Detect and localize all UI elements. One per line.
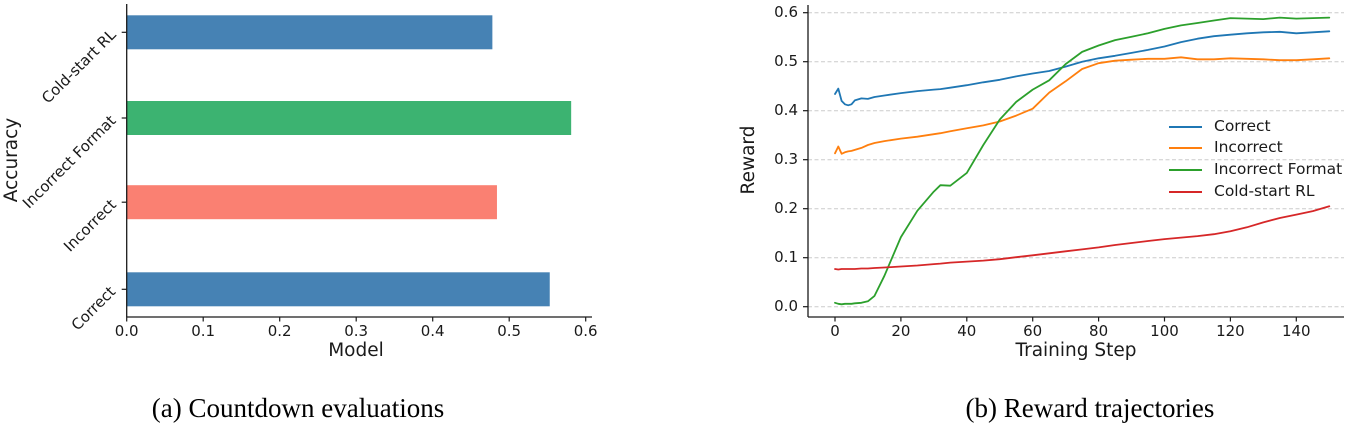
- y-tick-label: 0.3: [774, 150, 798, 169]
- line-chart-panel: Reward Training Step 0.0 0.1 0.2 0.3 0.4 0.5 0…: [680, 0, 1354, 429]
- legend-swatch-correct: [1169, 125, 1202, 128]
- x-tick-label: 100: [1150, 322, 1179, 340]
- x-tick-label: 120: [1216, 322, 1245, 340]
- legend-label: Cold-start RL: [1214, 181, 1315, 200]
- y-tick-label: 0.1: [774, 248, 798, 267]
- x-tick-label: 0.2: [267, 322, 292, 340]
- y-tick-label: 0.6: [774, 3, 798, 22]
- line-chart-xlabel: Training Step: [1015, 340, 1137, 361]
- y-tick-label: 0.5: [774, 52, 798, 71]
- bar-chart-panel: Accuracy Model 0.0 0.1 0.2 0.3 0.4 0.5 0.6 Corr…: [0, 0, 650, 429]
- bar-chart-ylabel: Accuracy: [1, 117, 22, 203]
- y-tick-label: 0.4: [774, 101, 798, 120]
- x-tick-label: 80: [1089, 322, 1109, 340]
- x-tick-label: 0.4: [420, 322, 445, 340]
- bar-incorrect: [126, 185, 497, 220]
- line-series-cold-start-rl: [834, 205, 1331, 271]
- x-tick-label: 0.1: [191, 322, 216, 340]
- bar-cold-start-rl: [126, 15, 493, 50]
- x-tick-label: 0.6: [573, 322, 598, 340]
- line-chart-plot: [803, 5, 1344, 322]
- x-tick-label: 0.3: [344, 322, 369, 340]
- x-tick-label: 0.5: [497, 322, 522, 340]
- caption-a: (a) Countdown evaluations: [151, 393, 445, 423]
- bar-chart-plot: [121, 4, 592, 322]
- legend-label: Correct: [1214, 116, 1271, 135]
- legend-label: Incorrect Format: [1214, 160, 1343, 178]
- x-tick-label: 0.0: [114, 322, 139, 340]
- bar-incorrect-format: [126, 101, 572, 135]
- line-series-incorrect-format: [834, 16, 1331, 306]
- x-tick-label: 0: [830, 322, 840, 340]
- legend-swatch-cold-start-rl: [1169, 190, 1202, 193]
- x-tick-label: 60: [1023, 322, 1043, 340]
- x-tick-label: 40: [957, 322, 977, 340]
- bar-chart-xlabel: Model: [328, 340, 384, 361]
- legend-swatch-incorrect-format: [1169, 168, 1202, 172]
- caption-b: (b) Reward trajectories: [965, 393, 1215, 423]
- x-tick-label: 140: [1281, 322, 1311, 340]
- line-series-correct: [834, 30, 1331, 107]
- legend-swatch-incorrect: [1169, 147, 1202, 150]
- line-series-incorrect: [834, 56, 1331, 155]
- y-tick-label: 0.0: [774, 297, 798, 316]
- bar-correct: [126, 272, 550, 307]
- y-tick-label: 0.2: [774, 199, 798, 218]
- x-tick-label: 20: [891, 322, 911, 340]
- legend-label: Incorrect: [1214, 138, 1283, 157]
